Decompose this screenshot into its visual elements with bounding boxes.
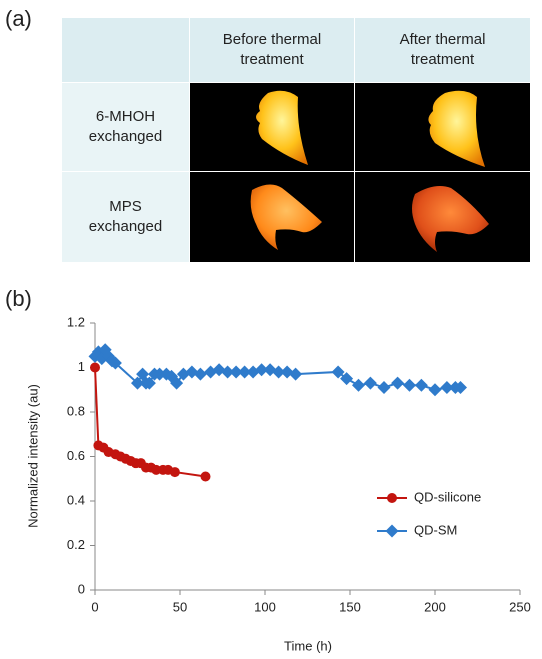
data-point [414,378,428,392]
data-point [169,467,180,478]
data-point [289,367,303,381]
legend-marker [385,524,399,538]
data-point [176,367,190,381]
photo [190,172,354,262]
data-point [229,365,243,379]
corner-cell [62,18,189,82]
data-point [331,365,345,379]
x-axis-title: Time (h) [284,638,332,653]
y-tick-label: 0.4 [67,492,85,507]
panel-label: (b) [5,286,32,311]
image-table: Before thermal treatment After thermal t… [62,18,530,262]
x-tick-label: 100 [254,599,276,614]
x-tick-label: 200 [424,599,446,614]
x-tick-label: 250 [509,599,531,614]
x-tick-label: 50 [173,599,187,614]
data-point [212,363,226,377]
data-point [221,365,235,379]
y-tick-label: 1.2 [67,314,85,329]
data-point [280,365,294,379]
data-point [142,376,156,390]
y-tick-label: 0 [78,581,85,596]
data-point [391,376,405,390]
data-point [377,381,391,395]
y-axis-title: Normalized intensity (au) [25,384,40,528]
data-point [363,376,377,390]
data-point [440,381,454,395]
data-point [193,367,207,381]
chart: Normalized intensity (au) Time (h) 0 0.2 0… [25,314,531,653]
data-point [272,365,286,379]
y-tick-label: 0.6 [67,448,85,463]
data-point [108,356,122,370]
data-point [238,365,252,379]
legend-marker [387,493,397,503]
data-point [200,471,211,482]
data-point [454,381,467,395]
legend-label: QD-silicone [414,489,481,504]
data-point [352,378,365,392]
x-tick-label: 0 [91,599,98,614]
x-tick-label: 150 [339,599,361,614]
row-label: 6-MHOH exchanged [62,83,189,171]
panel-label: (a) [5,6,32,31]
data-point [340,372,354,386]
data-point [263,363,277,377]
data-point [428,383,442,397]
row-label: MPS exchanged [62,172,189,262]
data-point [90,362,100,373]
photo [355,83,530,171]
data-point [255,363,269,377]
header-cell: Before thermal treatment [190,18,354,82]
data-point [98,343,112,357]
legend-label: QD-SM [414,522,457,537]
data-point [131,376,144,390]
header-cell: After thermal treatment [355,18,530,82]
photo [190,83,354,171]
data-point [170,376,184,390]
y-tick-label: 0.2 [67,537,85,552]
data-point [185,365,199,379]
data-point [403,378,416,392]
y-tick-label: 1 [78,359,85,374]
data-point [153,367,167,381]
y-tick-label: 0.8 [67,403,85,418]
photo [355,172,530,262]
